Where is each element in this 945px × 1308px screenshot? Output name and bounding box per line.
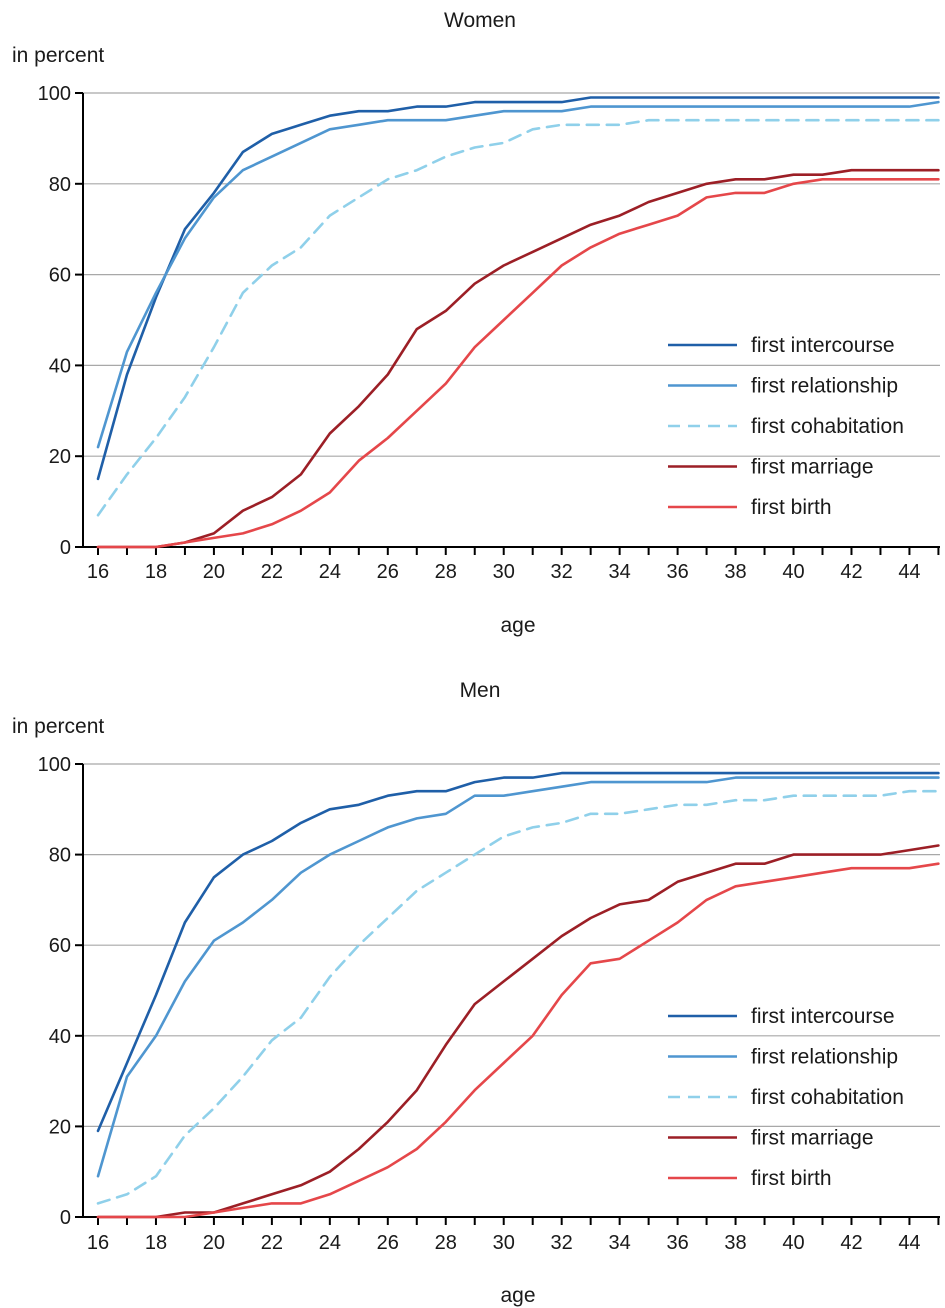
x-tick-label: 22 [261, 1232, 283, 1254]
x-tick-label: 38 [724, 1232, 746, 1254]
x-tick-label: 40 [782, 1232, 804, 1254]
x-tick-label: 44 [898, 1232, 920, 1254]
y-tick-label: 40 [49, 1026, 71, 1048]
x-tick-label: 32 [551, 1232, 573, 1254]
y-tick-label: 100 [38, 83, 71, 105]
x-tick-label: 30 [493, 1232, 515, 1254]
y-axis-label: in percent [12, 715, 104, 738]
y-tick-label: 100 [38, 754, 71, 776]
series-line-first-cohabitation [96, 789, 940, 1205]
y-tick-label: 20 [49, 1116, 71, 1138]
legend-label: first cohabitation [751, 415, 904, 438]
x-tick-label: 40 [782, 561, 804, 583]
series-line-first-relationship [96, 776, 940, 1178]
chart-panel-men: Men in percent 0 20 40 60 80 100 16 18 20 22 24 26 28 3… [12, 679, 940, 1307]
x-axis-label: age [500, 614, 535, 637]
x-tick-label: 36 [666, 561, 688, 583]
y-tick-label: 40 [49, 355, 71, 377]
x-tick-label: 20 [203, 561, 225, 583]
legend-label: first marriage [751, 1127, 874, 1150]
x-tick-label: 26 [377, 561, 399, 583]
y-tick-label: 60 [49, 265, 71, 287]
x-tick-label: 18 [145, 1232, 167, 1254]
legend-label: first relationship [751, 375, 898, 398]
x-tick-label: 26 [377, 1232, 399, 1254]
x-tick-label: 44 [898, 561, 920, 583]
series-line-first-relationship [96, 100, 940, 449]
y-axis-label: in percent [12, 44, 104, 67]
x-tick-label: 20 [203, 1232, 225, 1254]
series-line-first-intercourse [96, 771, 940, 1133]
x-tick-label: 36 [666, 1232, 688, 1254]
x-tick-label: 28 [435, 1232, 457, 1254]
legend-label: first birth [751, 496, 832, 519]
y-tick-label: 0 [60, 537, 71, 559]
x-tick-label: 42 [840, 1232, 862, 1254]
x-tick-label: 24 [319, 561, 341, 583]
x-tick-label: 24 [319, 1232, 341, 1254]
series-line-first-marriage [96, 844, 940, 1219]
x-tick-label: 34 [609, 561, 631, 583]
x-tick-label: 30 [493, 561, 515, 583]
x-tick-label: 38 [724, 561, 746, 583]
legend: first intercourse first relationship first… [668, 1005, 904, 1190]
y-tick-label: 20 [49, 446, 71, 468]
y-tick-label: 80 [49, 174, 71, 196]
x-tick-label: 18 [145, 561, 167, 583]
legend-label: first marriage [751, 456, 874, 479]
x-tick-label: 16 [87, 561, 109, 583]
legend-label: first cohabitation [751, 1086, 904, 1109]
series-line-first-birth [96, 178, 940, 549]
legend-label: first intercourse [751, 1005, 895, 1028]
series-line-first-marriage [96, 168, 940, 549]
chart-title: Women [444, 9, 516, 32]
chart-title: Men [460, 679, 501, 702]
series-line-first-cohabitation [96, 118, 940, 517]
series-line-first-intercourse [96, 96, 940, 481]
y-tick-label: 60 [49, 935, 71, 957]
legend: first intercourse first relationship first… [668, 334, 904, 519]
y-tick-label: 80 [49, 845, 71, 867]
legend-label: first birth [751, 1167, 832, 1190]
x-axis-label: age [500, 1284, 535, 1307]
x-tick-label: 34 [609, 1232, 631, 1254]
chart-panel-women: Women in percent 0 20 40 60 80 100 16 18 20 22 24 26 2… [12, 9, 940, 637]
legend-label: first relationship [751, 1046, 898, 1069]
x-tick-label: 28 [435, 561, 457, 583]
series-line-first-birth [96, 862, 940, 1219]
x-tick-label: 22 [261, 561, 283, 583]
x-tick-label: 42 [840, 561, 862, 583]
x-tick-label: 16 [87, 1232, 109, 1254]
legend-label: first intercourse [751, 334, 895, 357]
y-tick-label: 0 [60, 1207, 71, 1229]
x-tick-label: 32 [551, 561, 573, 583]
